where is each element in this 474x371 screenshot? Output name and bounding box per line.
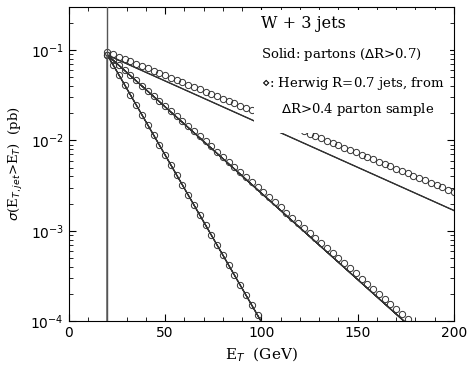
Text: Solid: partons ($\Delta$R>0.7): Solid: partons ($\Delta$R>0.7) — [261, 46, 422, 63]
Text: $\diamond$: Herwig R=0.7 jets, from: $\diamond$: Herwig R=0.7 jets, from — [261, 75, 445, 92]
X-axis label: E$_{T}$  (GeV): E$_{T}$ (GeV) — [225, 346, 298, 364]
Y-axis label: $\sigma$(E$_{T,jet}$>E$_{T}$)  (pb): $\sigma$(E$_{T,jet}$>E$_{T}$) (pb) — [7, 107, 25, 221]
Text: $\Delta$R>0.4 parton sample: $\Delta$R>0.4 parton sample — [281, 101, 434, 118]
FancyBboxPatch shape — [254, 10, 450, 133]
Text: W + 3 jets: W + 3 jets — [261, 15, 346, 32]
